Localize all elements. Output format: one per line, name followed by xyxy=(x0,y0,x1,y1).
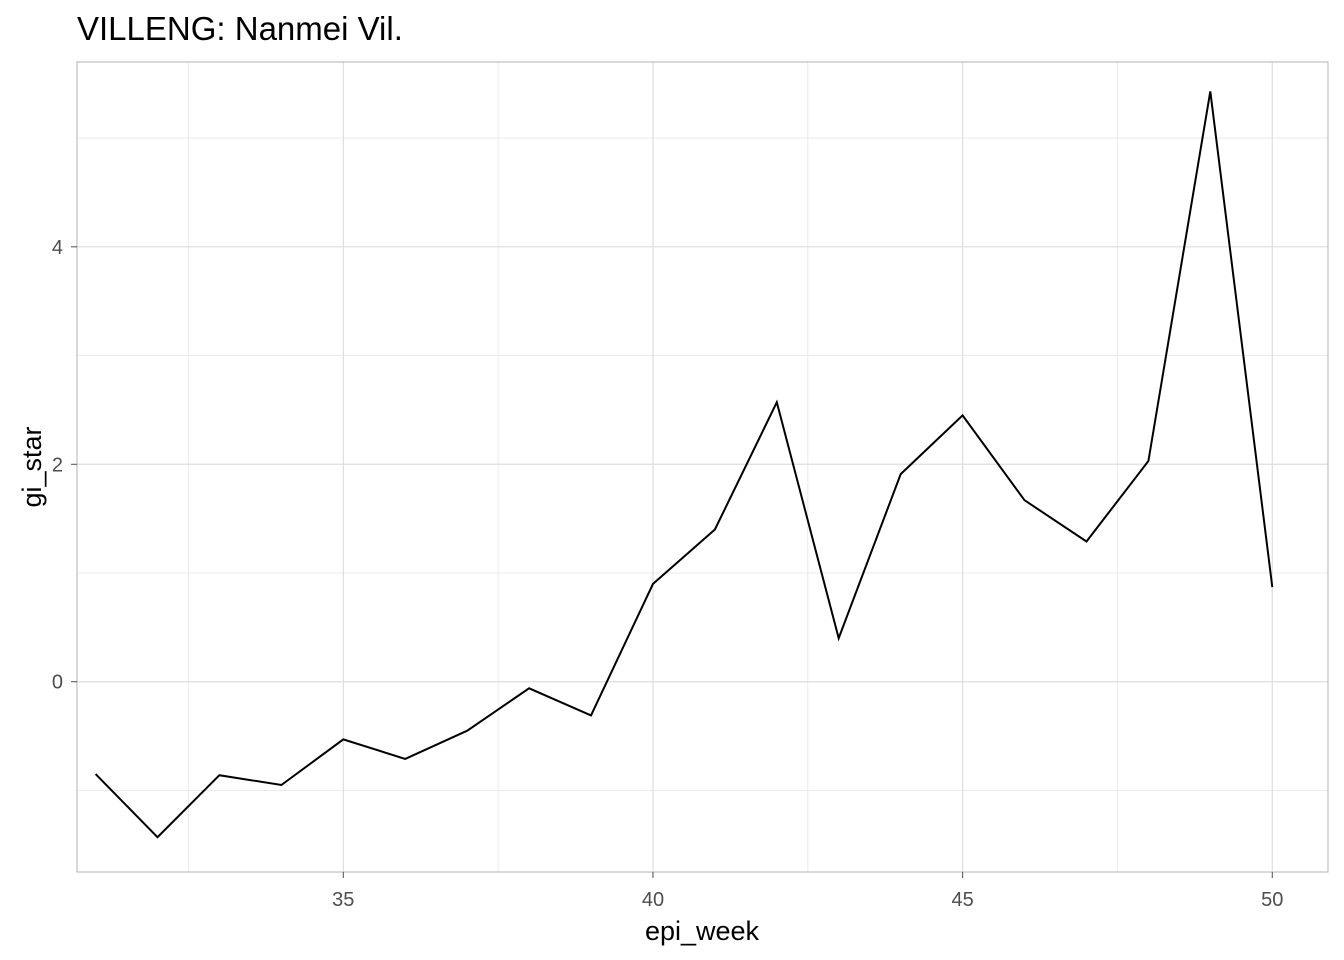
chart-title: VILLENG: Nanmei Vil. xyxy=(77,10,403,47)
x-tick-label: 45 xyxy=(951,889,973,911)
y-axis-title: gi_star xyxy=(17,426,47,507)
y-axis-ticks: 0 2 4 xyxy=(52,237,77,694)
x-tick-label: 50 xyxy=(1261,889,1283,911)
x-tick-label: 40 xyxy=(642,889,664,911)
x-axis-ticks: 35 40 45 50 xyxy=(332,872,1283,911)
x-tick-label: 35 xyxy=(332,889,354,911)
major-gridlines xyxy=(77,62,1328,872)
x-axis-title: epi_week xyxy=(645,916,760,946)
y-tick-label: 0 xyxy=(52,672,63,694)
series-layer xyxy=(94,91,1274,839)
panel-border xyxy=(76,61,1329,873)
y-tick-label: 4 xyxy=(52,237,63,259)
series-line xyxy=(94,91,1274,839)
y-tick-label: 2 xyxy=(52,454,63,476)
minor-gridlines xyxy=(77,62,1328,872)
